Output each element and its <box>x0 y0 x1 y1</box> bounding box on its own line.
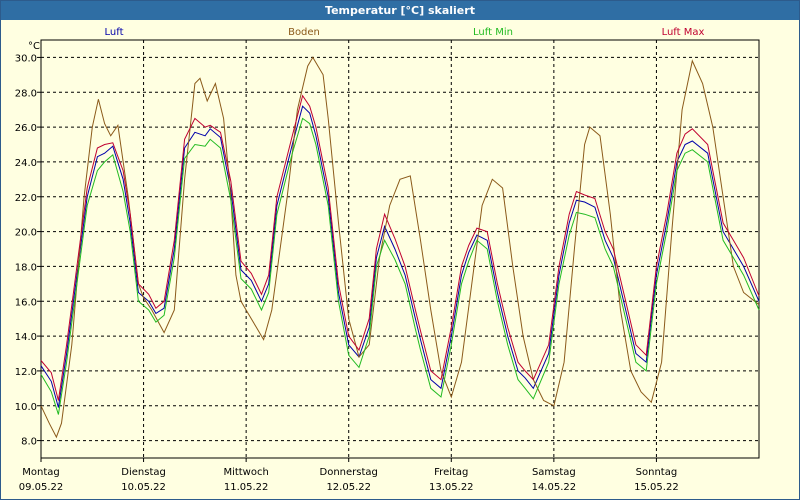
temperature-chart: Luft Boden Luft Min Luft Max °C 8.0 10.0 1… <box>15 27 760 493</box>
legend-boden: Boden <box>288 27 320 38</box>
legend-luft-min: Luft Min <box>473 27 513 38</box>
x-tick-day: Mittwoch <box>223 467 268 478</box>
series-line-luft-min <box>40 117 760 415</box>
x-tick-day: Freitag <box>434 467 468 478</box>
series-line-luft-max <box>40 94 760 401</box>
chart-title: Temperatur [°C] skaliert <box>1 1 799 20</box>
legend-luft-max: Luft Max <box>662 27 705 38</box>
legend-luft: Luft <box>105 27 124 38</box>
y-tick-label: 10.0 <box>15 402 37 413</box>
x-tick-day: Samstag <box>532 467 576 478</box>
x-tick-date: 13.05.22 <box>429 482 474 493</box>
x-axis-ticks: Montag 09.05.22 Dienstag 10.05.22 Mittwoch 11… <box>19 458 679 493</box>
grid <box>41 40 759 458</box>
y-axis-ticks: 8.0 10.0 12.0 14.0 16.0 18.0 20.0 22.0 24.0 26.0 2… <box>15 53 41 448</box>
y-tick-label: 24.0 <box>15 158 37 169</box>
x-tick-day: Donnerstag <box>320 467 378 478</box>
y-tick-label: 8.0 <box>21 437 37 448</box>
series-line-luft <box>40 105 760 408</box>
y-tick-label: 12.0 <box>15 367 37 378</box>
y-tick-label: 20.0 <box>15 228 37 239</box>
y-tick-label: 14.0 <box>15 332 37 343</box>
x-tick-day: Dienstag <box>121 467 166 478</box>
x-tick-date: 11.05.22 <box>224 482 269 493</box>
y-tick-label: 28.0 <box>15 88 37 99</box>
y-tick-label: 22.0 <box>15 193 37 204</box>
y-tick-label: 16.0 <box>15 297 37 308</box>
x-tick-date: 12.05.22 <box>326 482 371 493</box>
x-tick-day: Montag <box>22 467 59 478</box>
y-tick-label: 26.0 <box>15 123 37 134</box>
x-tick-date: 14.05.22 <box>532 482 577 493</box>
y-tick-label: 18.0 <box>15 262 37 273</box>
y-tick-label: 30.0 <box>15 53 37 64</box>
x-tick-date: 15.05.22 <box>634 482 679 493</box>
y-axis-label: °C <box>28 41 40 52</box>
plot-area <box>40 39 760 459</box>
x-tick-day: Sonntag <box>636 467 678 478</box>
x-tick-date: 10.05.22 <box>121 482 166 493</box>
x-tick-date: 09.05.22 <box>19 482 64 493</box>
series-lines <box>40 56 760 439</box>
